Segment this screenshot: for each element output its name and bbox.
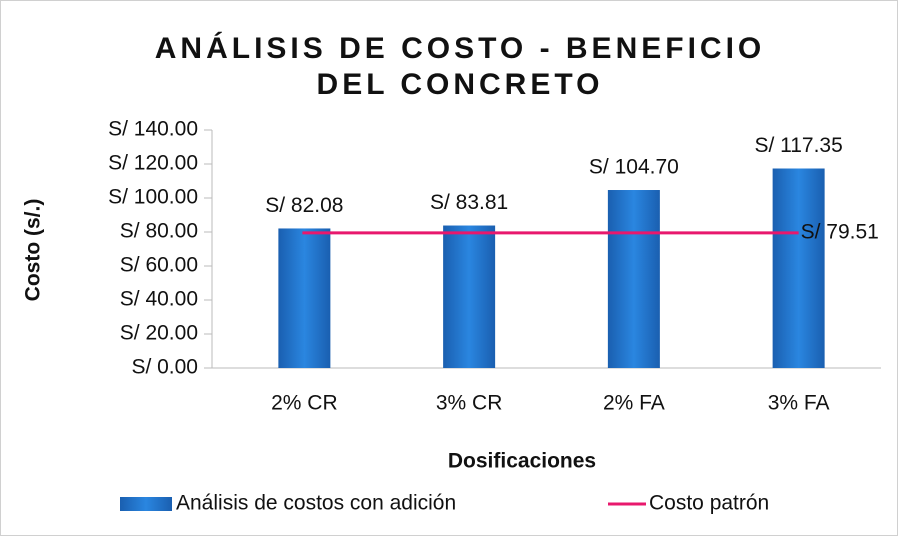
x-axis-title: Dosificaciones — [448, 450, 596, 473]
data-label: S/ 83.81 — [430, 191, 508, 214]
data-label: S/ 79.51 — [801, 220, 879, 243]
y-tick-label: S/ 80.00 — [120, 220, 198, 243]
legend-label: Análisis de costos con adición — [176, 492, 456, 515]
x-tick-label: 2% CR — [271, 392, 338, 415]
bar — [443, 225, 496, 368]
y-tick-label: S/ 100.00 — [108, 186, 198, 209]
data-label: S/ 82.08 — [265, 194, 343, 217]
y-tick-label: S/ 140.00 — [108, 118, 198, 141]
legend-label: Costo patrón — [649, 492, 769, 515]
y-tick-label: S/ 40.00 — [120, 288, 198, 311]
chart-title: ANÁLISIS DE COSTO - BENEFICIO — [155, 31, 766, 65]
y-tick-label: S/ 120.00 — [108, 152, 198, 175]
y-tick-label: S/ 60.00 — [120, 254, 198, 277]
x-tick-label: 2% FA — [603, 392, 665, 415]
bar — [772, 168, 825, 368]
x-tick-label: 3% FA — [768, 392, 830, 415]
chart-title: DEL CONCRETO — [317, 68, 604, 101]
legend-swatch — [120, 497, 172, 511]
y-tick-label: S/ 20.00 — [120, 322, 198, 345]
bar — [607, 190, 660, 368]
data-label: S/ 104.70 — [589, 156, 679, 179]
y-tick-label: S/ 0.00 — [131, 356, 198, 379]
x-tick-label: 3% CR — [436, 392, 503, 415]
y-axis-title: Costo (s/.) — [22, 199, 45, 302]
bar — [278, 228, 331, 368]
data-label: S/ 117.35 — [754, 134, 842, 157]
